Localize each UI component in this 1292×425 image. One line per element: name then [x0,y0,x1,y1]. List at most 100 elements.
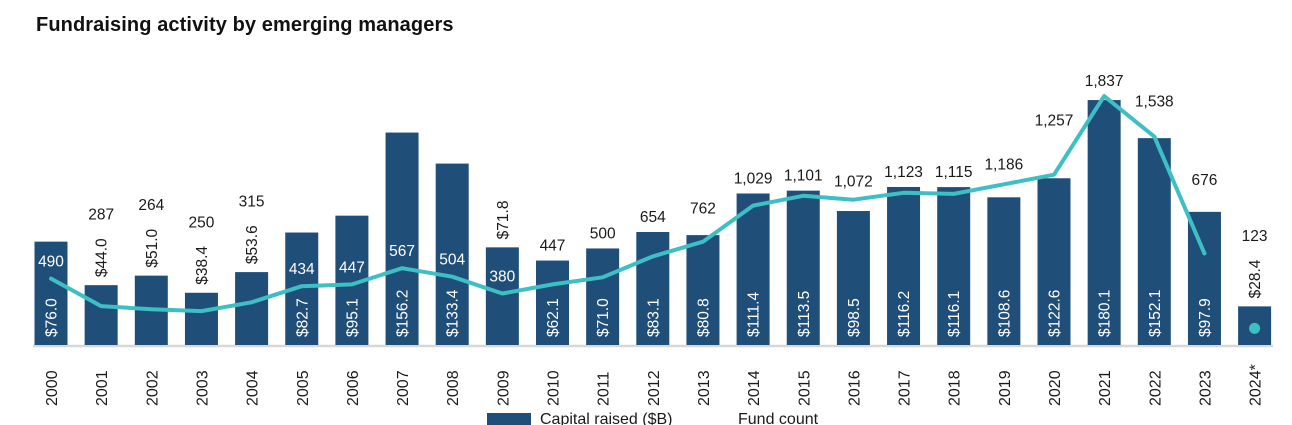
fund-count-point-2024 [1249,322,1261,334]
capital-label-2021: $180.1 [1097,290,1114,337]
capital-label-2008: $133.4 [445,289,462,337]
x-tick-2019: 2019 [997,370,1014,406]
fund-count-label-2011: 500 [590,225,616,242]
capital-label-2005: $82.7 [294,298,311,337]
x-tick-2015: 2015 [796,370,813,406]
fund-count-label-2023: 676 [1192,172,1218,189]
x-tick-2016: 2016 [846,370,863,406]
fund-count-label-2013: 762 [690,201,716,218]
x-tick-2023: 2023 [1197,370,1214,406]
capital-label-2024: $28.4 [1247,259,1264,298]
capital-label-2000: $76.0 [44,298,61,337]
fund-count-label-2007: 567 [389,243,415,260]
x-tick-2005: 2005 [295,370,312,406]
x-tick-2011: 2011 [596,371,613,406]
x-tick-2013: 2013 [696,370,713,406]
capital-label-2014: $111.4 [746,292,763,337]
x-tick-2024: 2024* [1248,364,1265,406]
bar-2012 [636,231,670,345]
capital-label-2015: $113.5 [796,291,813,337]
bar-2009 [485,247,519,345]
fund-count-label-2005: 434 [289,261,315,278]
x-tick-2007: 2007 [395,370,412,406]
capital-raised-legend-label: Capital raised ($B) [540,411,673,425]
fund-count-label-2018: 1,115 [935,164,973,181]
capital-label-2018: $116.1 [946,291,963,337]
capital-label-2012: $83.1 [645,298,662,337]
bar-2000 [34,241,68,345]
capital-label-2019: $108.6 [996,290,1013,337]
bar-2013 [686,235,720,345]
fund-count-label-2012: 654 [640,209,666,226]
fund-count-label-2003: 250 [189,214,215,231]
fund-count-line [49,94,1207,314]
capital-label-2006: $95.1 [344,298,361,337]
capital-label-2020: $122.6 [1047,290,1064,337]
fund-count-label-2022: 1,538 [1135,93,1174,110]
capital-label-2013: $80.8 [695,298,712,337]
bar-2021 [1087,100,1121,346]
fund-count-label-2020: 1,257 [1035,112,1074,129]
fund-count-label-2015: 1,101 [784,168,823,185]
capital-label-2010: $62.1 [545,298,562,337]
capital-label-2001: $44.0 [94,238,111,277]
bar-2004 [235,272,269,345]
bar-2022 [1137,138,1171,345]
chart-title: Fundraising activity by emerging manager… [36,14,454,36]
x-tick-2021: 2021 [1097,370,1114,406]
bar-2019 [987,197,1021,345]
fund-count-label-2021: 1,837 [1085,73,1124,90]
fund-count-legend-label: Fund count [738,411,819,425]
fund-count-label-2002: 264 [138,197,164,214]
capital-label-2017: $116.2 [896,291,913,337]
capital-raised-legend-swatch [487,413,531,425]
bar-2011 [586,248,620,345]
bar-2007 [385,132,419,345]
fund-count-label-2000: 490 [38,254,64,271]
fund-count-label-2008: 504 [439,252,465,269]
capital-label-2009: $71.8 [495,201,512,240]
x-tick-2018: 2018 [947,370,964,406]
chart-legend: Capital raised ($B) Fund count [0,410,1292,425]
x-tick-2000: 2000 [44,370,61,406]
bar-2017 [887,186,921,345]
x-tick-2009: 2009 [495,370,512,406]
fund-count-label-2019: 1,186 [984,157,1023,174]
x-tick-2010: 2010 [546,370,563,406]
x-tick-2001: 2001 [94,370,111,406]
bar-2010 [536,260,569,345]
bar-2016 [836,211,870,345]
capital-label-2007: $156.2 [395,290,412,337]
fund-count-label-2010: 447 [540,238,566,255]
x-tick-2002: 2002 [144,370,161,406]
fund-count-label-2009: 380 [489,269,515,286]
capital-label-2023: $97.9 [1197,298,1214,337]
x-tick-2014: 2014 [746,370,763,406]
capital-label-2022: $152.1 [1147,290,1164,337]
capital-label-2003: $38.4 [194,246,211,285]
bar-2023 [1187,211,1221,345]
bar-2014 [736,193,770,345]
bar-2015 [786,190,820,345]
bar-2018 [937,187,971,345]
x-tick-2004: 2004 [245,370,262,406]
fund-count-label-2017: 1,123 [884,164,923,181]
bar-2020 [1037,178,1071,345]
capital-label-2004: $53.6 [244,225,261,264]
x-tick-2020: 2020 [1047,370,1064,406]
fund-count-label-2014: 1,029 [734,171,773,188]
x-tick-2022: 2022 [1147,370,1164,406]
x-tick-2008: 2008 [445,370,462,406]
x-tick-2003: 2003 [194,370,211,406]
x-tick-2012: 2012 [646,370,663,406]
capital-label-2016: $98.5 [846,298,863,337]
x-tick-2006: 2006 [345,370,362,406]
fund-count-label-2006: 447 [339,259,365,276]
x-tick-2017: 2017 [897,370,914,406]
capital-label-2002: $51.0 [144,228,161,267]
fund-count-label-2016: 1,072 [834,173,873,190]
bar-2008 [435,163,469,345]
bar-2001 [84,285,118,345]
